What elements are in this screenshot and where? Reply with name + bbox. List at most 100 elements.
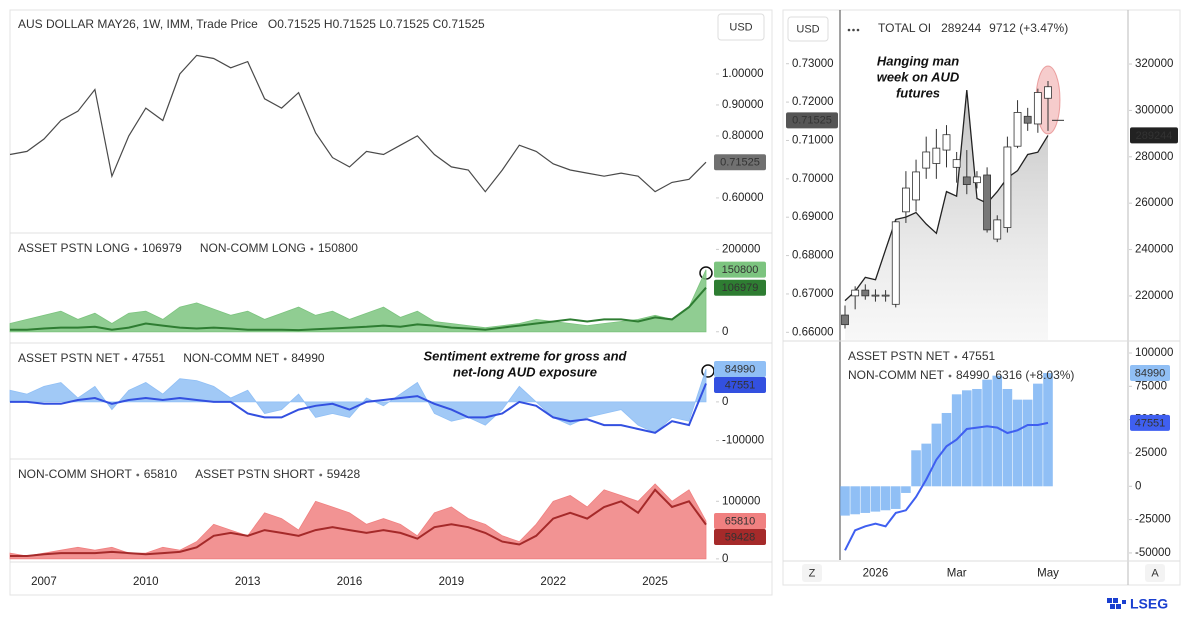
value-badge bbox=[1130, 127, 1178, 144]
zoom-label: Z bbox=[809, 567, 816, 579]
value-badge-label: 65810 bbox=[725, 515, 756, 527]
y-tick-label: 0 bbox=[722, 396, 728, 408]
y-tick-label: 240000 bbox=[1135, 244, 1173, 256]
unit: USD bbox=[796, 23, 819, 35]
candle-body bbox=[891, 221, 900, 305]
candle-body bbox=[1003, 146, 1012, 228]
auto-label: A bbox=[1151, 567, 1159, 579]
legend-name: NON-COMM SHORT bbox=[18, 467, 132, 481]
series-line bbox=[844, 421, 1049, 551]
y-tick-label: 280000 bbox=[1135, 151, 1173, 163]
series-area bbox=[9, 368, 707, 434]
unit-box[interactable] bbox=[717, 13, 765, 41]
candle-body bbox=[973, 176, 981, 184]
value-badge bbox=[714, 279, 766, 296]
series-line bbox=[10, 287, 707, 332]
unit: USD bbox=[729, 21, 752, 33]
bar bbox=[870, 486, 881, 512]
bar bbox=[1022, 399, 1033, 487]
bar bbox=[962, 390, 972, 487]
unit-box[interactable] bbox=[787, 16, 829, 42]
bar bbox=[1002, 388, 1013, 487]
x-tick-label: 2016 bbox=[337, 576, 363, 588]
bar bbox=[880, 486, 891, 511]
legend-value: 289244 bbox=[941, 21, 981, 35]
value-badge bbox=[1130, 365, 1170, 382]
legend-change: 6316 (+8.03%) bbox=[995, 368, 1074, 382]
annotation: Hanging man bbox=[877, 53, 959, 68]
y-tick-label: 0.70000 bbox=[792, 173, 834, 185]
menu-dot[interactable] bbox=[852, 28, 855, 32]
legend-value: 47551 bbox=[962, 349, 996, 363]
menu-dot[interactable] bbox=[856, 28, 860, 32]
y-tick-label: 0.68000 bbox=[792, 250, 834, 262]
x-tick-label: 2007 bbox=[31, 576, 57, 588]
value-badge-label: 0.71525 bbox=[792, 115, 832, 127]
x-tick-label: 2010 bbox=[133, 576, 159, 588]
y-tick-label: 0.90000 bbox=[722, 99, 764, 111]
candle-body bbox=[1033, 92, 1042, 125]
x-tick-label: 2013 bbox=[235, 576, 261, 588]
bar bbox=[1043, 373, 1053, 487]
legend-value: 84990 bbox=[291, 351, 325, 365]
y-tick-label: 0.60000 bbox=[722, 192, 764, 204]
bar bbox=[931, 423, 942, 487]
y-tick-label: 0.80000 bbox=[722, 130, 764, 142]
y-tick-label: 100000 bbox=[722, 495, 760, 507]
value-badge-label: 84990 bbox=[725, 363, 756, 375]
candle-body bbox=[902, 187, 910, 213]
legend-separator bbox=[319, 473, 323, 477]
y-tick-label: 260000 bbox=[1135, 197, 1173, 209]
annotation: futures bbox=[896, 85, 940, 100]
bar bbox=[941, 412, 952, 487]
chart-subtitle: O0.71525 H0.71525 L0.71525 C0.71525 bbox=[268, 17, 485, 31]
value-badge-label: 47551 bbox=[1135, 417, 1166, 429]
value-badge bbox=[714, 261, 766, 278]
value-badge-label: 47551 bbox=[725, 379, 756, 391]
menu-dot[interactable] bbox=[847, 28, 851, 32]
price-line bbox=[9, 54, 707, 193]
legend-separator bbox=[124, 357, 128, 361]
auto-button[interactable] bbox=[1145, 564, 1165, 582]
candle-body bbox=[851, 289, 860, 297]
candle-body bbox=[983, 174, 991, 231]
y-tick-label: 1.00000 bbox=[722, 68, 764, 80]
value-badge-label: 106979 bbox=[722, 282, 759, 294]
bar bbox=[921, 443, 931, 487]
candle-body bbox=[912, 171, 920, 201]
y-tick-label: 200000 bbox=[722, 243, 760, 255]
oi-line bbox=[844, 89, 1049, 302]
logo-icon bbox=[1107, 598, 1126, 609]
value-badge-label: 150800 bbox=[722, 264, 759, 276]
bar bbox=[992, 375, 1003, 487]
value-badge bbox=[714, 376, 766, 393]
legend-name: NON-COMM NET bbox=[848, 368, 945, 382]
candle-body bbox=[932, 147, 941, 164]
y-tick-label: 300000 bbox=[1135, 104, 1173, 116]
value-badge bbox=[786, 112, 838, 129]
series-line bbox=[10, 383, 707, 434]
x-tick-label: 2025 bbox=[642, 576, 668, 588]
bar bbox=[890, 486, 901, 509]
y-tick-label: -100000 bbox=[722, 435, 764, 447]
bar bbox=[1033, 383, 1043, 487]
x-tick-label: May bbox=[1037, 568, 1059, 580]
legend-name: TOTAL OI bbox=[878, 21, 931, 35]
y-tick-label: -50000 bbox=[1135, 547, 1171, 559]
value-badge bbox=[714, 528, 766, 545]
y-tick-label: 0.73000 bbox=[792, 58, 834, 70]
candle-body bbox=[1013, 112, 1022, 147]
candle-body bbox=[841, 314, 849, 326]
y-tick-label: 0 bbox=[722, 553, 728, 565]
value-badge-label: 0.71525 bbox=[720, 157, 760, 169]
legend-value: 106979 bbox=[142, 241, 182, 255]
x-tick-label: 2022 bbox=[540, 576, 566, 588]
y-tick-label: 0.69000 bbox=[792, 211, 834, 223]
y-tick-label: 75000 bbox=[1135, 380, 1167, 392]
value-badge-label: 84990 bbox=[1135, 367, 1166, 379]
zoom-button[interactable] bbox=[802, 564, 822, 582]
value-badge-label: 59428 bbox=[725, 531, 756, 543]
legend-separator bbox=[948, 374, 952, 378]
value-badge bbox=[714, 154, 766, 171]
